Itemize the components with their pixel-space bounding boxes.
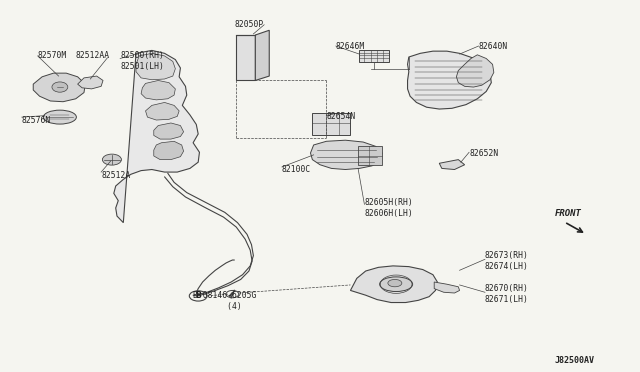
Polygon shape	[434, 282, 460, 293]
Text: 82100C: 82100C	[282, 165, 311, 174]
Circle shape	[102, 154, 122, 165]
Text: 82500(RH)
82501(LH): 82500(RH) 82501(LH)	[120, 51, 164, 71]
Polygon shape	[310, 140, 382, 170]
Ellipse shape	[380, 277, 413, 292]
Polygon shape	[154, 123, 184, 139]
Polygon shape	[408, 51, 492, 109]
Polygon shape	[236, 35, 255, 80]
Text: 82570M: 82570M	[38, 51, 67, 60]
Text: J82500AV: J82500AV	[555, 356, 595, 365]
Text: 82652N: 82652N	[469, 148, 499, 157]
Text: 82576N: 82576N	[22, 116, 51, 125]
Text: 82605H(RH)
82606H(LH): 82605H(RH) 82606H(LH)	[364, 198, 413, 218]
Polygon shape	[351, 266, 437, 302]
Polygon shape	[114, 51, 200, 223]
Polygon shape	[439, 160, 465, 170]
Text: FRONT: FRONT	[555, 209, 582, 218]
Polygon shape	[154, 141, 184, 160]
Text: 82646M: 82646M	[336, 42, 365, 51]
Text: 82673(RH)
82674(LH): 82673(RH) 82674(LH)	[485, 251, 529, 271]
Polygon shape	[456, 55, 494, 87]
Text: 82670(RH)
82671(LH): 82670(RH) 82671(LH)	[485, 284, 529, 304]
Text: 82512AA: 82512AA	[76, 51, 110, 60]
Text: 82640N: 82640N	[479, 42, 508, 51]
Ellipse shape	[52, 82, 68, 92]
Polygon shape	[255, 30, 269, 80]
Polygon shape	[358, 146, 382, 165]
Text: B: B	[195, 291, 201, 301]
Ellipse shape	[44, 110, 76, 124]
Polygon shape	[33, 73, 85, 102]
Polygon shape	[312, 113, 351, 135]
Polygon shape	[77, 76, 103, 89]
Text: 82512A: 82512A	[101, 170, 131, 180]
Polygon shape	[141, 80, 175, 100]
Polygon shape	[145, 102, 179, 120]
Ellipse shape	[388, 279, 402, 287]
Text: B 08146-6205G
       (4): B 08146-6205G (4)	[193, 291, 257, 311]
Text: 82050P: 82050P	[234, 20, 264, 29]
Polygon shape	[136, 53, 175, 80]
Polygon shape	[359, 50, 388, 62]
Text: 82654N: 82654N	[326, 112, 356, 121]
